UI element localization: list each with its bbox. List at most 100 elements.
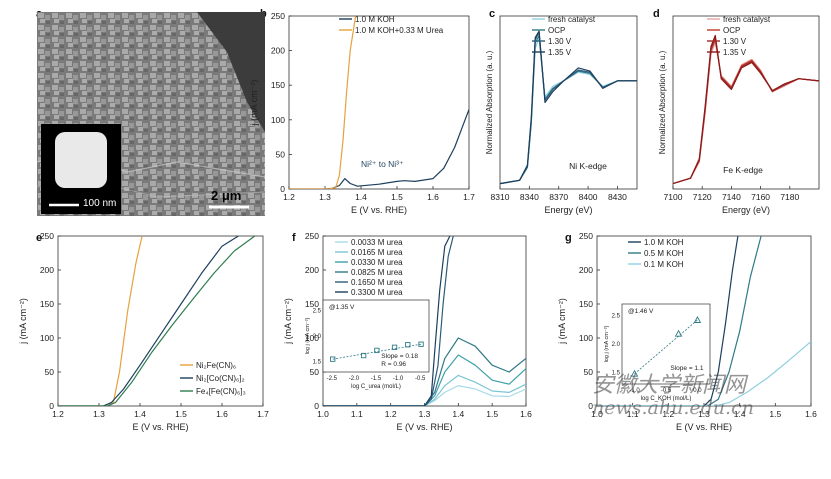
series-line-d-2 <box>673 37 819 185</box>
y-tick-label-e-1: 50 <box>45 367 55 377</box>
inset-slope-g: Slope = 1.1 <box>670 365 703 372</box>
panel-g-svg: 1.0 1.1 1.2 1.3 1.4 1.5 1.6 E (V vs. RHE) 0 50 100… <box>557 231 817 432</box>
x-tick-label-c-0: 8310 <box>491 192 510 202</box>
inset-y-tick-g-1: 2.0 <box>612 342 621 348</box>
legend-label-d-1: OCP <box>723 26 740 35</box>
legend-label-c-0: fresh catalyst <box>548 15 596 24</box>
inset-x-tick-f-3: -1.0 <box>393 376 404 382</box>
y-tick-label-f-1: 50 <box>310 367 320 377</box>
plot-frame-c <box>499 15 638 190</box>
x-axis-label-c: Energy (eV) <box>544 205 592 215</box>
plot-frame-d <box>672 15 820 190</box>
inset-point-g-2 <box>693 316 702 323</box>
annotation-b: Ni²⁺ to Ni³⁺ <box>361 159 404 169</box>
legend-label-f-0: 0.0033 M urea <box>351 238 403 247</box>
legend-label-g-0: 1.0 M KOH <box>644 238 684 247</box>
y-tick-label-f-0: 0 <box>314 401 319 411</box>
x-tick-label-g-6: 1.6 <box>805 409 817 419</box>
inset-point-f-5 <box>418 341 424 347</box>
x-tick-label-d-1: 7120 <box>693 192 712 202</box>
x-tick-label-g-5: 1.5 <box>769 409 781 419</box>
inset-title-g: @1.46 V <box>628 308 654 315</box>
x-axis-label-d: Energy (eV) <box>722 205 770 215</box>
legend-label-e-1: Ni₂[Co(CN)₆]₂ <box>196 374 245 383</box>
panel-e-chart: 1.2 1.3 1.4 1.5 1.6 1.7 E (V vs. RHE) 0 50 100 150… <box>0 228 275 474</box>
panel-g-chart: 1.0 1.1 1.2 1.3 1.4 1.5 1.6 E (V vs. RHE) 0 50 100… <box>540 228 831 474</box>
inset-point-g-0 <box>630 369 639 377</box>
x-tick-label-f-6: 1.6 <box>520 409 532 419</box>
panel-label-f: f <box>292 232 296 244</box>
x-tick-label-g-4: 1.4 <box>734 409 746 419</box>
y-tick-label-e-0: 0 <box>49 401 54 411</box>
x-tick-label-b-2: 1.4 <box>355 192 367 202</box>
legend-label-c-1: OCP <box>548 26 565 35</box>
inset-y-tick-f-0: 1.5 <box>313 360 322 366</box>
inset-scale-label: 100 nm <box>83 198 117 209</box>
inset-point-f-2 <box>374 347 380 354</box>
legend-label-e-0: Ni₂Fe(CN)₆ <box>196 361 236 370</box>
x-tick-label-f-1: 1.1 <box>351 409 363 419</box>
x-tick-label-e-1: 1.3 <box>93 409 105 419</box>
inset-point-f-4 <box>405 342 411 348</box>
inset-point-f-3 <box>391 344 398 350</box>
y-tick-label-e-3: 150 <box>40 299 54 309</box>
x-tick-label-e-4: 1.6 <box>216 409 228 419</box>
nanocube <box>55 132 107 188</box>
x-axis-label-g: E (V vs. RHE) <box>676 422 732 432</box>
legend-label-f-2: 0.0330 M urea <box>351 258 403 267</box>
legend-label-d-2: 1.30 V <box>723 37 747 46</box>
x-tick-label-d-4: 7180 <box>780 192 799 202</box>
y-tick-label-e-4: 200 <box>40 265 54 275</box>
inset-slope-f: Slope = 0.18 <box>381 353 418 360</box>
inset-x-label-g: log C_KOH (mol/L) <box>641 396 692 402</box>
inset-y-label-f: log j (mA cm⁻²) <box>305 317 311 354</box>
series-group-e <box>58 236 256 406</box>
panel-f-svg: 1.0 1.1 1.2 1.3 1.4 1.5 1.6 E (V vs. RHE) 0 50 100… <box>283 231 532 432</box>
x-tick-label-c-1: 8340 <box>520 192 539 202</box>
inset-x-tick-g-0: -1.0 <box>629 388 640 394</box>
legend-label-b-1: 1.0 M KOH+0.33 M Urea <box>355 26 444 35</box>
inset-r-f: R = 0.96 <box>381 361 406 368</box>
plot-frame-b <box>288 15 470 190</box>
panel-d-chart: 7100 7120 7140 7160 7180 Energy (eV) Normalize… <box>647 6 831 218</box>
y-tick-label-g-4: 200 <box>579 265 593 275</box>
legend-label-f-5: 0.3300 M urea <box>351 288 403 297</box>
inset-title-f: @1.35 V <box>329 304 355 311</box>
x-tick-label-e-0: 1.2 <box>52 409 64 419</box>
series-group-d <box>673 34 819 185</box>
series-line-e-1 <box>58 236 239 406</box>
inset-x-tick-f-2: -1.5 <box>371 376 382 382</box>
x-tick-label-d-2: 7140 <box>722 192 741 202</box>
y-tick-label-f-3: 150 <box>305 299 319 309</box>
y-axis-label-g: j (mA cm⁻²) <box>557 298 567 345</box>
series-line-d-1 <box>673 39 819 185</box>
inset-y-tick-g-0: 1.5 <box>612 371 621 377</box>
inset-y-label-g: log j (mA cm⁻²) <box>604 325 610 362</box>
series-line-e-0 <box>58 236 143 406</box>
x-tick-label-d-0: 7100 <box>664 192 683 202</box>
x-tick-label-e-3: 1.5 <box>175 409 187 419</box>
panel-c-chart: 8310 8340 8370 8400 8430 Energy (eV) Normalize… <box>470 6 645 218</box>
y-tick-label-f-5: 250 <box>305 231 319 241</box>
panel-label-c: c <box>489 8 496 20</box>
y-tick-label-g-2: 100 <box>579 333 593 343</box>
main-scale-label: 2 μm <box>211 188 242 203</box>
x-tick-label-g-3: 1.3 <box>698 409 710 419</box>
y-tick-label-f-4: 200 <box>305 265 319 275</box>
y-tick-label-b-0: 0 <box>280 184 285 194</box>
sem-micrograph <box>36 12 266 216</box>
series-line-d-3 <box>673 34 819 185</box>
panel-d-svg: 7100 7120 7140 7160 7180 Energy (eV) Normalize… <box>658 15 820 215</box>
x-tick-label-c-4: 8430 <box>608 192 627 202</box>
inset-y-tick-f-2: 2.5 <box>313 308 322 314</box>
x-tick-label-b-0: 1.2 <box>283 192 295 202</box>
inset-y-tick-f-1: 2.0 <box>313 334 322 340</box>
x-tick-label-f-3: 1.3 <box>419 409 431 419</box>
legend-label-b-0: 1.0 M KOH <box>355 15 395 24</box>
x-tick-label-e-2: 1.4 <box>134 409 146 419</box>
x-tick-label-b-1: 1.3 <box>319 192 331 202</box>
series-line-f-5 <box>323 236 451 406</box>
panel-f-chart: 1.0 1.1 1.2 1.3 1.4 1.5 1.6 E (V vs. RHE) 0 50 100… <box>275 228 540 474</box>
panel-label-g: g <box>565 232 572 244</box>
x-axis-label-f: E (V vs. RHE) <box>396 422 452 432</box>
